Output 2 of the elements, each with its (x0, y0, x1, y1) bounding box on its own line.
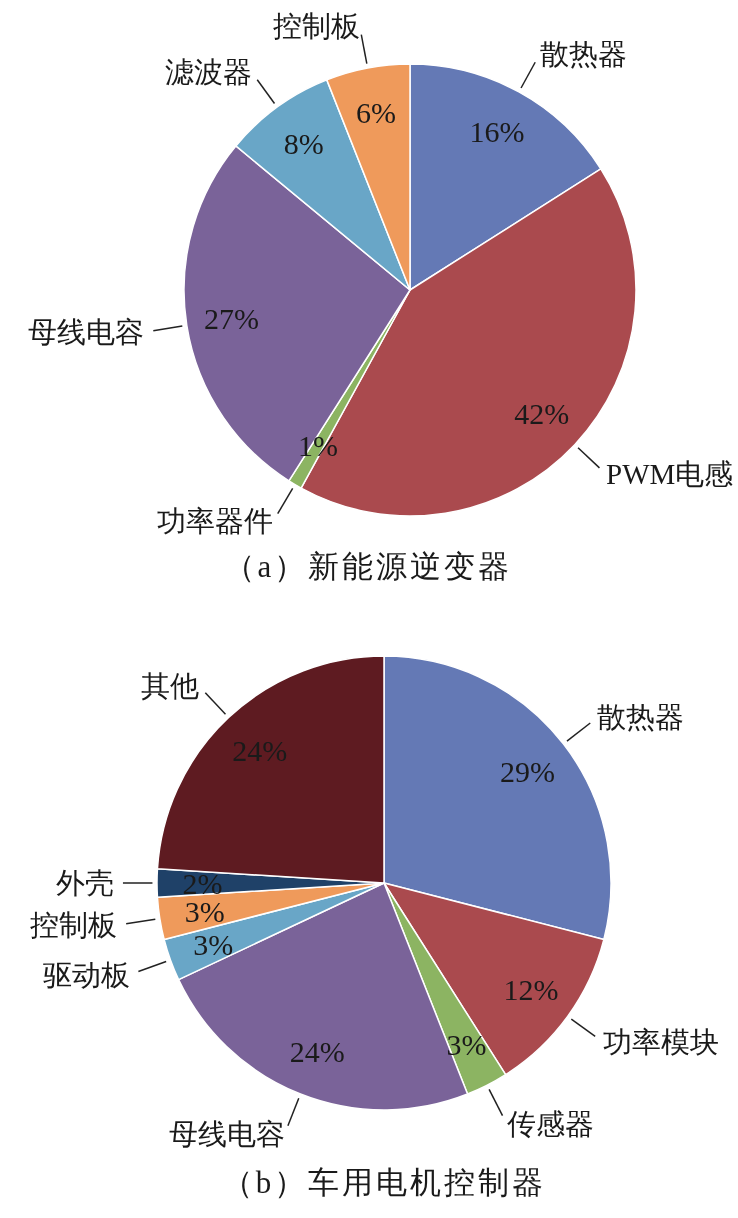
title: （a）新能源逆变器 (223, 548, 513, 584)
title: （b）车用电机控制器 (221, 1164, 547, 1200)
